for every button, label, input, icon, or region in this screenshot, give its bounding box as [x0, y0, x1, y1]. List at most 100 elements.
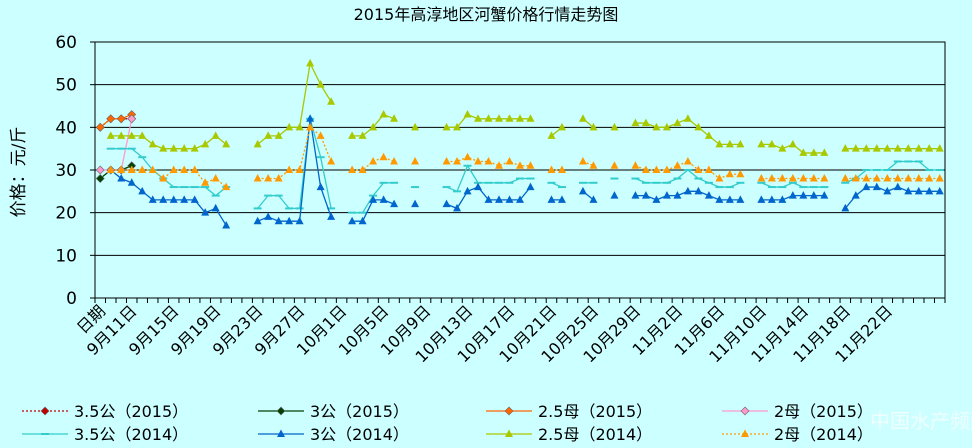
point	[820, 191, 829, 199]
series	[106, 117, 944, 214]
point	[925, 144, 934, 152]
point	[285, 216, 294, 225]
point	[180, 144, 189, 152]
point	[504, 406, 514, 416]
point	[253, 139, 262, 148]
point	[673, 118, 682, 127]
point	[662, 122, 671, 131]
point	[369, 156, 378, 165]
point	[914, 174, 923, 182]
point	[274, 174, 283, 182]
point	[201, 178, 210, 186]
point	[106, 131, 115, 139]
point	[557, 195, 566, 203]
point	[169, 195, 178, 203]
point	[683, 156, 692, 165]
point	[715, 195, 724, 203]
point	[862, 144, 871, 152]
point	[379, 110, 388, 118]
point	[159, 144, 168, 152]
y-tick-label: 10	[55, 246, 77, 266]
series-line	[99, 118, 132, 128]
y-tick-label: 0	[66, 289, 77, 309]
point	[463, 152, 472, 161]
point	[652, 165, 661, 173]
point	[893, 182, 902, 191]
point	[264, 212, 273, 220]
legend-label: 3.5公（2015）	[74, 402, 188, 421]
point	[704, 165, 713, 173]
point	[327, 156, 336, 165]
point	[589, 195, 598, 203]
point	[306, 122, 315, 131]
point	[127, 114, 137, 124]
point	[276, 406, 286, 416]
point	[148, 139, 157, 148]
point	[914, 144, 923, 152]
point	[316, 80, 325, 88]
point	[274, 131, 283, 139]
point	[631, 161, 640, 169]
point	[169, 144, 178, 152]
point	[474, 182, 483, 191]
point	[725, 169, 734, 178]
point	[306, 114, 315, 122]
point	[767, 139, 776, 148]
point	[358, 165, 367, 173]
point	[117, 174, 126, 182]
point	[201, 208, 210, 216]
point	[295, 122, 304, 131]
point	[285, 122, 294, 131]
chart-title: 2015年高淳地区河蟹价格行情走势图	[354, 5, 619, 24]
legend-label: 2.5母（2015）	[538, 402, 652, 421]
point	[778, 144, 787, 152]
point	[369, 195, 378, 203]
point	[516, 161, 524, 169]
point	[862, 182, 871, 191]
point	[788, 191, 797, 199]
point	[390, 156, 399, 165]
point	[474, 156, 483, 165]
point	[138, 165, 147, 173]
point	[222, 182, 231, 191]
point	[578, 186, 587, 195]
point	[159, 174, 168, 182]
point	[788, 139, 797, 148]
point	[610, 122, 619, 131]
point	[694, 165, 703, 173]
point	[893, 174, 902, 182]
point	[180, 195, 189, 203]
series	[106, 58, 944, 156]
point	[474, 114, 483, 122]
point	[757, 139, 766, 148]
point	[106, 165, 115, 173]
point	[526, 182, 535, 191]
point	[841, 174, 850, 182]
point	[767, 174, 776, 182]
point	[851, 144, 860, 152]
point	[935, 144, 944, 152]
legend-label: 2母（2014）	[774, 425, 873, 444]
point	[190, 195, 199, 203]
point	[453, 203, 462, 212]
point	[778, 195, 787, 203]
point	[169, 165, 178, 173]
point	[631, 118, 640, 127]
point	[740, 406, 750, 416]
series	[106, 122, 944, 191]
point	[641, 191, 650, 199]
point	[505, 429, 513, 437]
point	[516, 195, 524, 203]
point	[253, 216, 262, 225]
point	[641, 118, 650, 127]
point	[180, 165, 189, 173]
point	[201, 139, 210, 148]
point	[495, 161, 504, 169]
point	[505, 114, 514, 122]
point	[925, 186, 934, 195]
point	[40, 406, 50, 416]
point	[872, 182, 881, 191]
legend-label: 2.5母（2014）	[538, 425, 652, 444]
point	[117, 131, 126, 139]
point	[809, 148, 818, 156]
